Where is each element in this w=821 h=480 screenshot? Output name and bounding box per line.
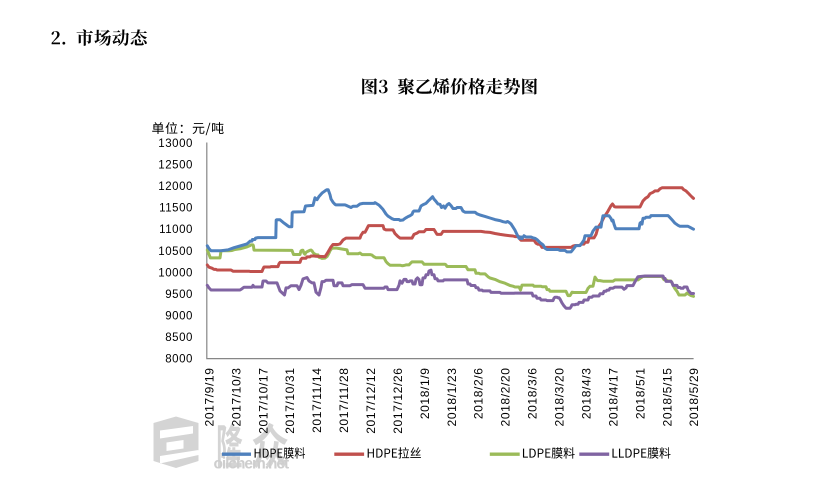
svg-text:2017/10/3: 2017/10/3: [229, 368, 243, 427]
svg-text:2018/2/6: 2018/2/6: [472, 368, 486, 420]
svg-text:2017/12/12: 2017/12/12: [364, 368, 378, 434]
svg-text:10500: 10500: [158, 246, 193, 258]
svg-text:oilchem.net: oilchem.net: [214, 456, 289, 473]
svg-text:2017/12/26: 2017/12/26: [391, 368, 405, 434]
svg-text:2018/5/15: 2018/5/15: [660, 368, 674, 427]
svg-text:8500: 8500: [165, 332, 193, 344]
svg-text:2017/10/31: 2017/10/31: [283, 368, 297, 434]
svg-text:2018/3/20: 2018/3/20: [553, 368, 567, 427]
svg-text:12000: 12000: [158, 181, 193, 193]
svg-text:11500: 11500: [159, 203, 193, 215]
svg-text:2018/1/23: 2018/1/23: [445, 368, 459, 427]
svg-text:9000: 9000: [165, 311, 193, 323]
svg-text:2018/2/20: 2018/2/20: [499, 368, 513, 427]
svg-text:2017/11/28: 2017/11/28: [337, 368, 351, 433]
svg-text:12500: 12500: [158, 160, 193, 172]
svg-text:2018/4/17: 2018/4/17: [606, 368, 620, 427]
svg-text:10000: 10000: [158, 267, 193, 279]
svg-text:2017/9/19: 2017/9/19: [202, 368, 216, 427]
svg-text:8000: 8000: [165, 354, 193, 366]
svg-text:2018/1/9: 2018/1/9: [418, 368, 432, 420]
svg-text:2017/11/14: 2017/11/14: [310, 368, 324, 433]
svg-text:13000: 13000: [158, 138, 193, 150]
svg-text:2018/5/1: 2018/5/1: [633, 368, 647, 420]
svg-text:2018/5/29: 2018/5/29: [687, 368, 701, 427]
svg-text:11000: 11000: [159, 224, 193, 236]
svg-text:2017/10/17: 2017/10/17: [256, 368, 270, 434]
svg-text:9500: 9500: [165, 289, 193, 301]
svg-text:2018/4/3: 2018/4/3: [580, 368, 594, 420]
svg-text:2018/3/6: 2018/3/6: [526, 368, 540, 420]
